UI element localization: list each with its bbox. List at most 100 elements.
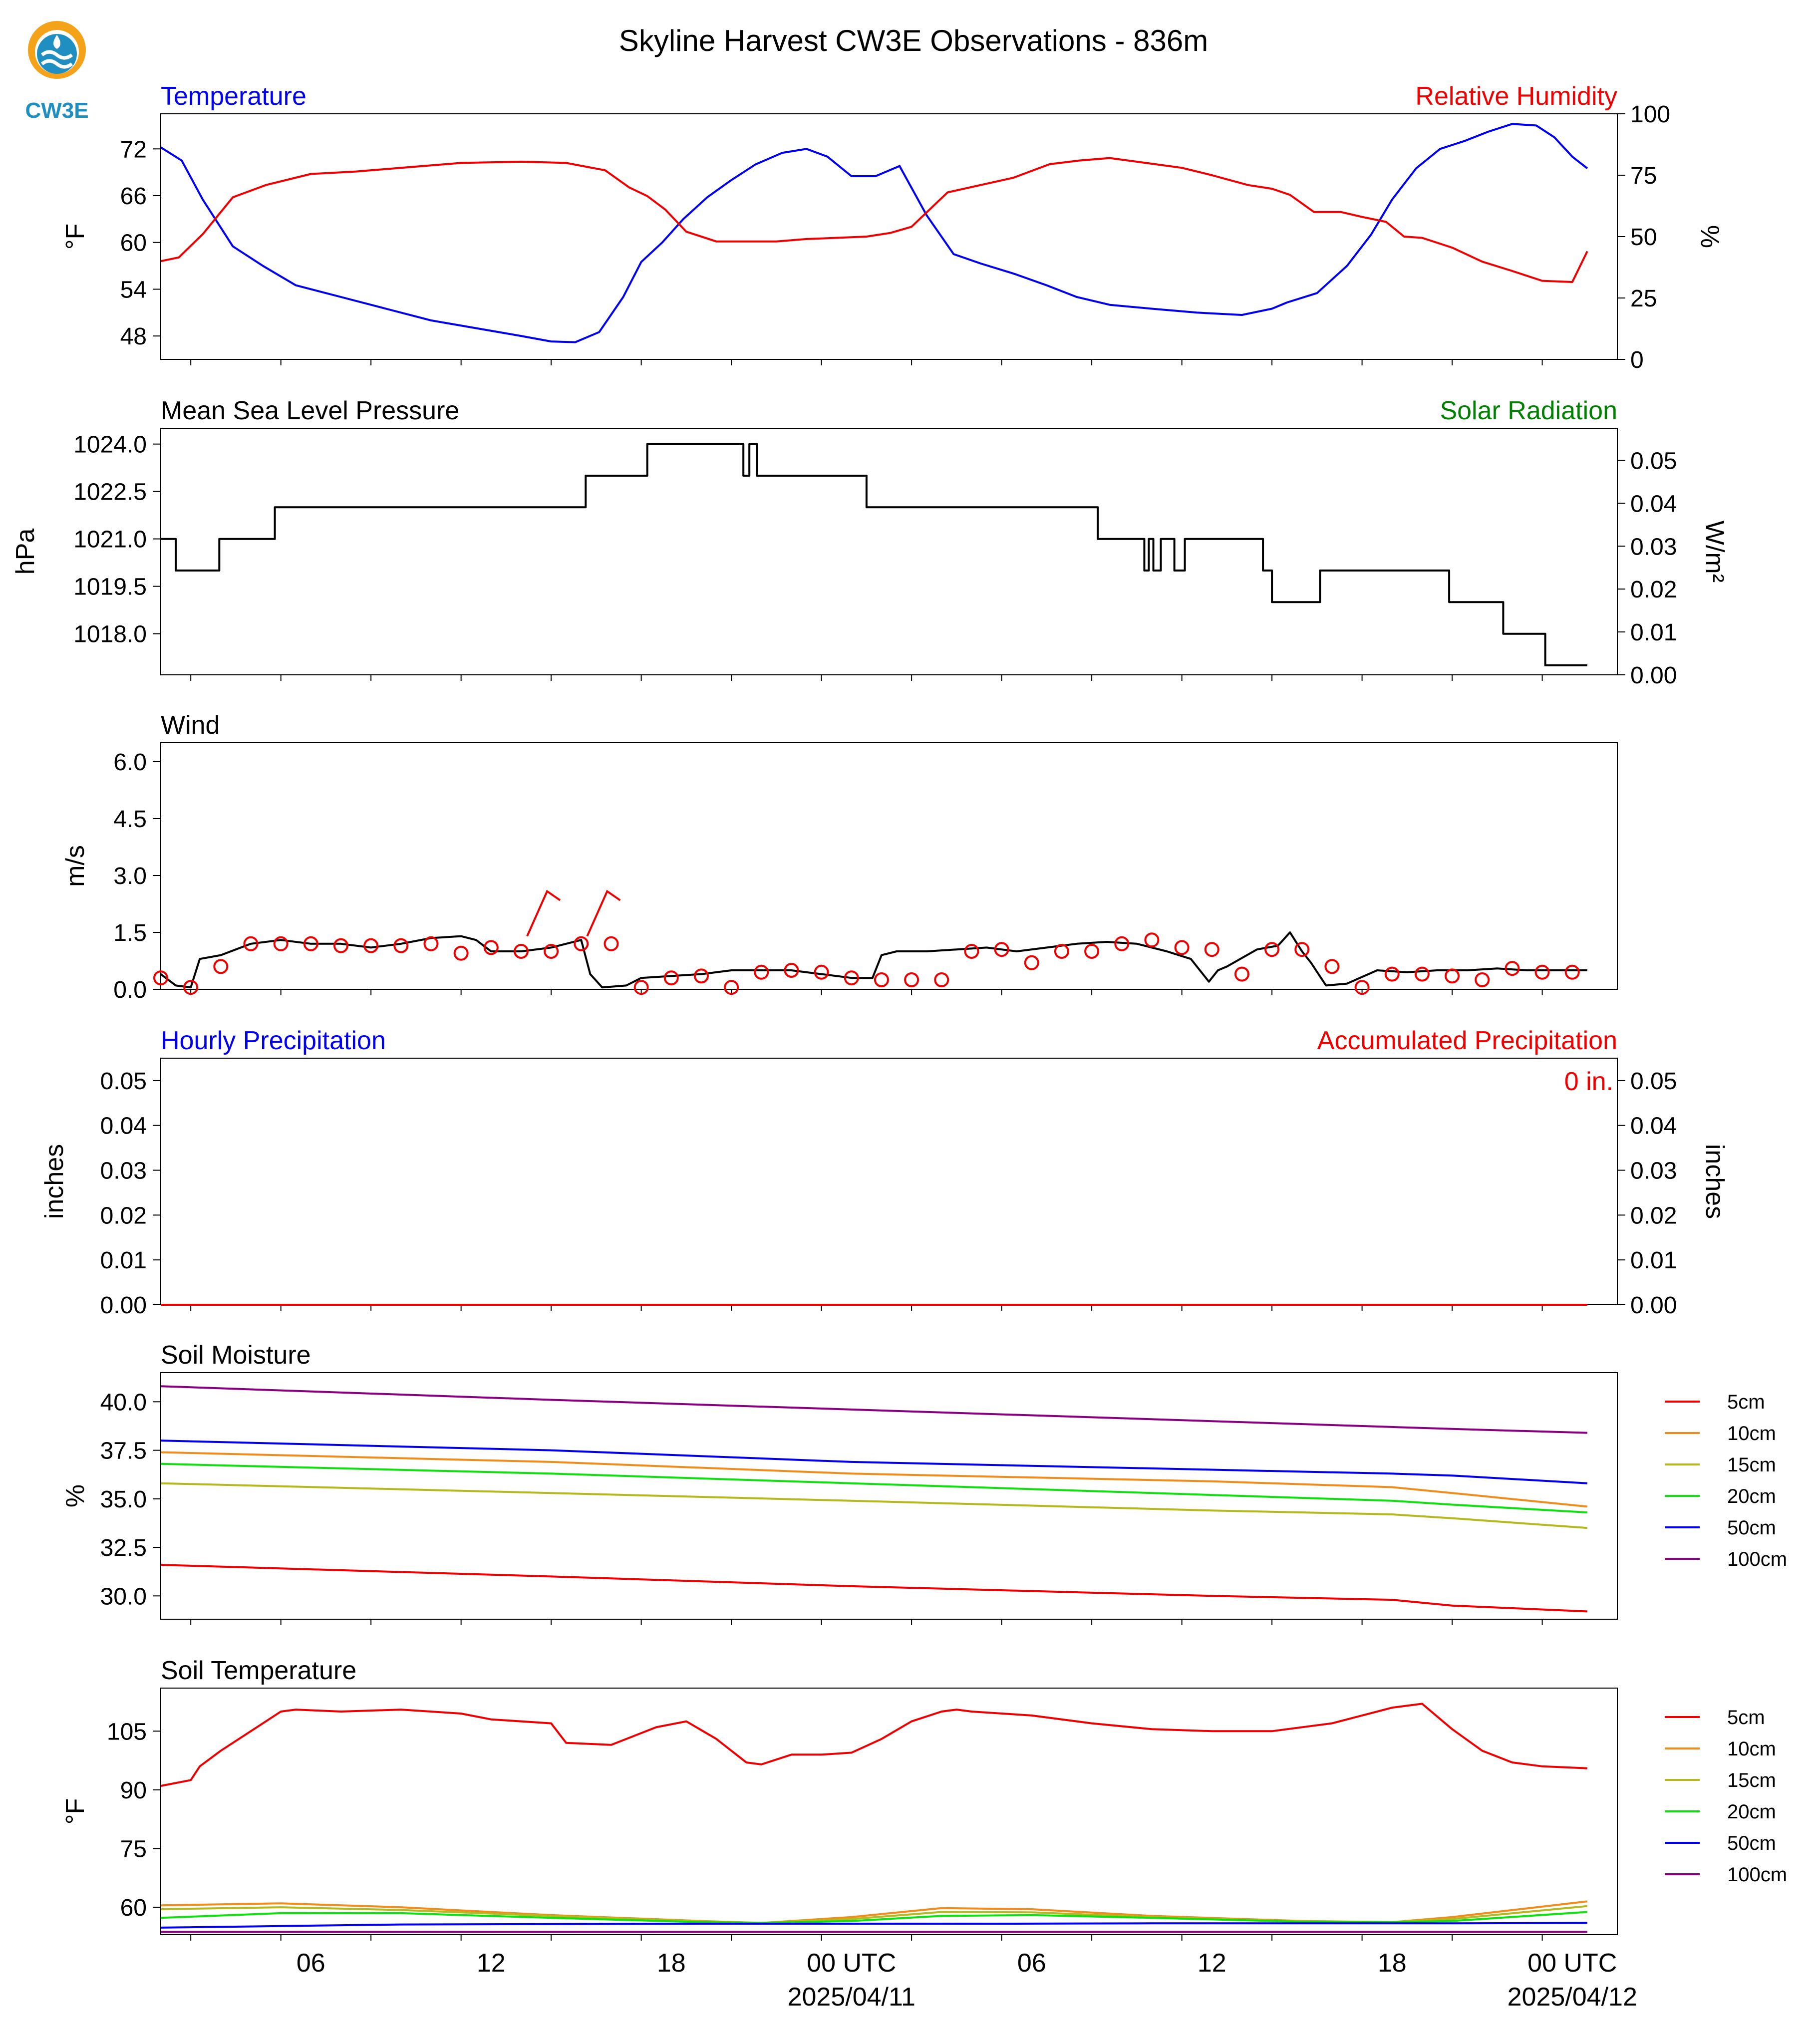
wind-marker — [1564, 964, 1580, 980]
wind-marker — [754, 964, 769, 980]
wind-marker — [243, 936, 259, 951]
legend-label: 20cm — [1727, 1801, 1776, 1823]
x-date-label: 2025/04/12 — [1508, 1983, 1637, 2012]
x-tick-label: 00 UTC — [1527, 1949, 1617, 1978]
y-tick-label: 1018.0 — [73, 621, 147, 648]
wind-marker — [934, 972, 949, 987]
series-5cm — [160, 1564, 1587, 1613]
y-tick-label: 1021.0 — [73, 527, 147, 553]
wind-marker — [213, 959, 229, 974]
series-20cm — [160, 1462, 1587, 1514]
y-axis-label: °F — [61, 1798, 90, 1825]
y-tick-label: 1019.5 — [73, 574, 147, 600]
y-tick-label: 30.0 — [100, 1583, 147, 1610]
x-date-label: 2025/04/11 — [788, 1983, 915, 2012]
series-msl_pressure — [161, 443, 1587, 666]
panel-frame — [160, 1688, 1618, 1935]
x-tick-label: 00 UTC — [807, 1949, 896, 1978]
wind-marker — [303, 936, 318, 951]
panel-temp_rh: Temperature Relative Humidity 48 54 60 66 72 °F… — [61, 82, 1724, 373]
y-tick-label: 6.0 — [113, 749, 147, 776]
x-tick-label: 06 — [297, 1949, 325, 1978]
y-tick-label: 105 — [107, 1719, 147, 1745]
wind-marker — [814, 964, 829, 980]
x-tick-label: 18 — [657, 1949, 686, 1978]
y-right-tick-label: 75 — [1630, 163, 1657, 189]
wind-marker — [1384, 966, 1400, 982]
series-10cm — [160, 1451, 1588, 1508]
y-tick-label: 0.04 — [100, 1113, 147, 1140]
panel-wind: Wind 0.0 1.5 3.0 4.5 6.0 m/s — [61, 711, 1618, 1003]
wind-marker — [1354, 980, 1370, 995]
wind-marker — [183, 980, 199, 995]
wind-marker — [1204, 942, 1219, 957]
panel-title-left: Hourly Precipitation — [161, 1026, 386, 1055]
y-tick-label: 0.0 — [113, 977, 147, 1003]
logo-text: CW3E — [25, 98, 88, 123]
wind-marker — [1445, 968, 1460, 984]
wind-marker — [1475, 972, 1490, 987]
y-tick-label: 72 — [120, 136, 147, 163]
y-tick-label: 54 — [120, 277, 147, 303]
cw3e-logo: CW3E — [25, 21, 89, 123]
panel-title-right: Solar Radiation — [1440, 396, 1617, 425]
panel-frame — [160, 113, 1618, 360]
series-100cm — [160, 1385, 1587, 1434]
y-axis-label: % — [61, 1484, 90, 1507]
x-tick-label: 12 — [477, 1949, 506, 1978]
series-5cm — [160, 1703, 1587, 1787]
y-right-tick-label: 0.00 — [1630, 1292, 1677, 1319]
y-right-tick-label: 0.01 — [1630, 1247, 1677, 1274]
panel-title-left: Wind — [161, 711, 220, 740]
wind-marker — [604, 936, 619, 951]
y-tick-label: 3.0 — [113, 863, 147, 889]
series-20cm — [160, 1911, 1587, 1924]
wind-marker — [423, 936, 439, 951]
wind-marker — [333, 938, 348, 953]
panel-title-left: Soil Temperature — [161, 1656, 356, 1685]
legend-label: 15cm — [1727, 1769, 1776, 1791]
wind-marker — [724, 980, 739, 995]
legend-label: 20cm — [1727, 1485, 1776, 1507]
y-tick-label: 60 — [120, 230, 147, 257]
y-right-tick-label: 0.02 — [1630, 577, 1677, 603]
y-right-tick-label: 0.01 — [1630, 619, 1677, 646]
chart-title: Skyline Harvest CW3E Observations - 836m — [619, 24, 1208, 57]
wind-marker — [1084, 944, 1100, 959]
wind-marker — [1144, 932, 1160, 948]
y-tick-label: 1.5 — [113, 920, 147, 946]
y-tick-label: 0.01 — [100, 1247, 147, 1274]
legend-label: 10cm — [1727, 1423, 1776, 1445]
y-axis-label: inches — [40, 1144, 69, 1219]
wind-barb — [526, 889, 561, 937]
y-tick-label: 0.02 — [100, 1202, 147, 1229]
wind-marker — [544, 944, 559, 959]
panel-title-right: Accumulated Precipitation — [1317, 1026, 1617, 1055]
y-right-tick-label: 25 — [1630, 286, 1657, 312]
y-right-tick-label: 0.00 — [1630, 662, 1677, 689]
legend-label: 100cm — [1727, 1864, 1787, 1886]
panel-frame — [160, 1372, 1618, 1620]
legend-label: 5cm — [1727, 1707, 1765, 1729]
y-tick-label: 40.0 — [100, 1389, 147, 1416]
wind-barb — [586, 889, 621, 937]
y-right-tick-label: 0 — [1630, 347, 1644, 373]
wind-marker — [1534, 964, 1550, 980]
panel-frame — [160, 428, 1618, 675]
series-temperature — [160, 123, 1588, 343]
y-tick-label: 60 — [120, 1895, 147, 1921]
wind-marker — [1294, 942, 1310, 957]
y-tick-label: 48 — [120, 323, 147, 350]
wind-marker — [1024, 955, 1039, 970]
y-right-tick-label: 100 — [1630, 101, 1670, 128]
panel-frame — [160, 1058, 1618, 1305]
y-right-tick-label: 0.04 — [1630, 1113, 1677, 1140]
wind-marker — [964, 944, 979, 959]
wind-marker — [453, 945, 469, 961]
panel-title-left: Mean Sea Level Pressure — [161, 396, 459, 425]
y-tick-label: 1022.5 — [73, 479, 147, 506]
y-right-tick-label: 50 — [1630, 224, 1657, 251]
panel-frame — [160, 742, 1618, 990]
y-right-tick-label: 0.05 — [1630, 448, 1677, 474]
